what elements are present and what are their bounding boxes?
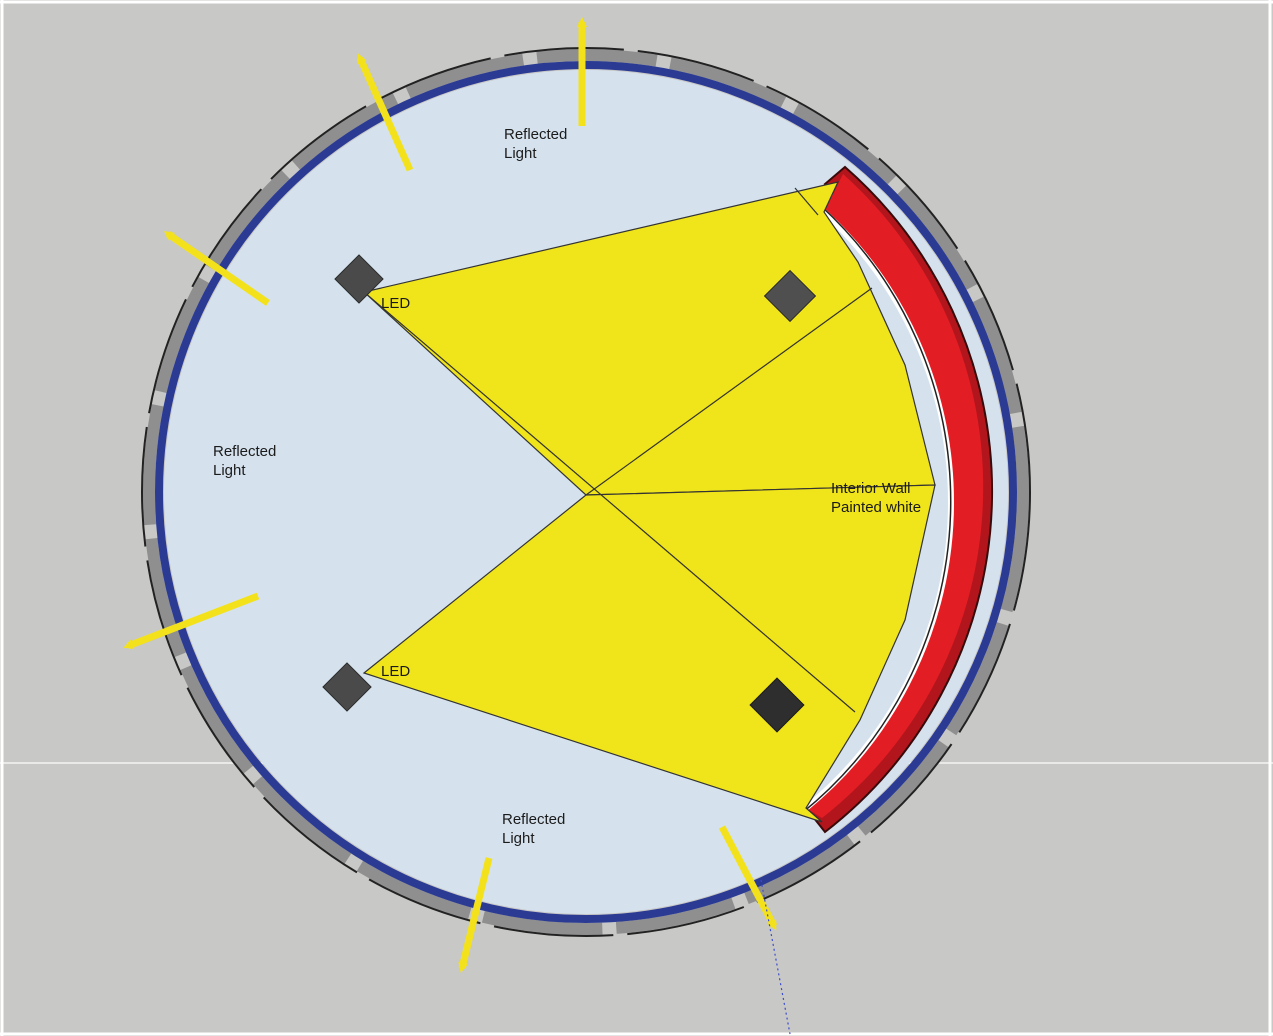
- dotted-guide-line: [760, 879, 791, 1035]
- arrow-left-upper: [163, 231, 270, 306]
- inner-blue-ring: [155, 61, 1017, 923]
- label-reflected-light-left-line1: Reflected: [213, 443, 276, 460]
- label-interior-wall-line2: Painted white: [831, 499, 921, 516]
- arrow-bottom-right: [718, 825, 778, 931]
- led-block-top-left: [334, 254, 384, 304]
- light-cone-bottom: [362, 484, 936, 823]
- label-reflected-light-bottom: Reflected Light: [502, 811, 570, 847]
- outer-wall-outline: [141, 47, 1031, 937]
- label-interior-wall-line1: Interior Wall: [831, 480, 910, 497]
- led-block-top-right: [763, 269, 817, 323]
- led-block-bottom-right: [749, 677, 805, 733]
- cone-diagonal-2: [585, 287, 873, 496]
- reflector-wall: [806, 174, 984, 818]
- label-reflected-light-left-line2: Light: [213, 462, 246, 479]
- arrow-top-left: [356, 53, 414, 172]
- outer-wall-panels: [143, 49, 1029, 935]
- painted-white-wall-edge: [801, 205, 952, 814]
- led-block-bottom-left: [322, 662, 372, 712]
- label-reflected-light-bottom-line2: Light: [502, 830, 535, 847]
- label-interior-wall: Interior Wall Painted white: [831, 480, 921, 516]
- arrow-left-lower: [123, 592, 260, 650]
- label-reflected-light-bottom-line1: Reflected: [502, 811, 565, 828]
- arrow-bottom-center: [458, 857, 493, 973]
- label-reflected-light-top: Reflected Light: [504, 126, 572, 162]
- label-led-top: LED: [381, 295, 410, 312]
- label-reflected-light-top-line2: Light: [504, 145, 537, 162]
- label-reflected-light-top-line1: Reflected: [504, 126, 567, 143]
- cone-diagonal-1: [363, 291, 856, 713]
- label-reflected-light-left: Reflected Light: [213, 443, 281, 479]
- cone-diagonal-3: [794, 187, 819, 216]
- label-led-bottom: LED: [381, 663, 410, 680]
